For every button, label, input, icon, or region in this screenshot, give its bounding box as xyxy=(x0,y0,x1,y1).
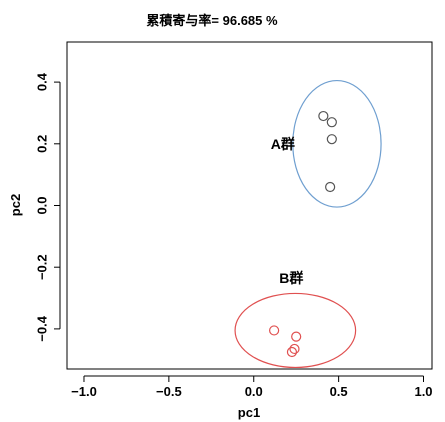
data-point xyxy=(289,343,300,355)
y-tick-label: −0.2 xyxy=(35,254,50,280)
y-axis-label: pc2 xyxy=(8,194,23,216)
y-tick-label: 0.0 xyxy=(35,196,50,214)
data-point xyxy=(326,134,337,145)
group-ellipse xyxy=(234,292,357,369)
x-tick-label: 1.0 xyxy=(414,384,432,399)
data-point xyxy=(326,117,337,128)
group-label: A群 xyxy=(271,136,295,152)
x-axis: −1.0 −0.5 0.0 0.5 1.0 xyxy=(71,375,433,399)
data-point xyxy=(318,110,329,122)
group-label: B群 xyxy=(279,270,303,286)
data-point xyxy=(269,325,280,336)
x-tick-label: −0.5 xyxy=(156,384,182,399)
x-tick-label: 0.5 xyxy=(330,384,348,399)
y-tick-label: −0.4 xyxy=(35,315,50,341)
chart-title: 累積寄与率= 96.685 % xyxy=(146,13,278,28)
y-axis: −0.4 −0.2 0.0 0.2 0.4 xyxy=(35,72,61,342)
group-ellipse xyxy=(292,79,382,208)
data-point xyxy=(286,346,298,358)
x-tick-label: −1.0 xyxy=(71,384,97,399)
y-tick-label: 0.4 xyxy=(35,72,50,91)
groups: A群 B群 xyxy=(234,79,382,369)
data-point xyxy=(325,181,336,193)
x-axis-label: pc1 xyxy=(238,405,260,420)
x-tick-label: 0.0 xyxy=(245,384,263,399)
data-point xyxy=(291,331,302,342)
plot-area xyxy=(66,41,433,370)
y-tick-label: 0.2 xyxy=(35,135,50,153)
